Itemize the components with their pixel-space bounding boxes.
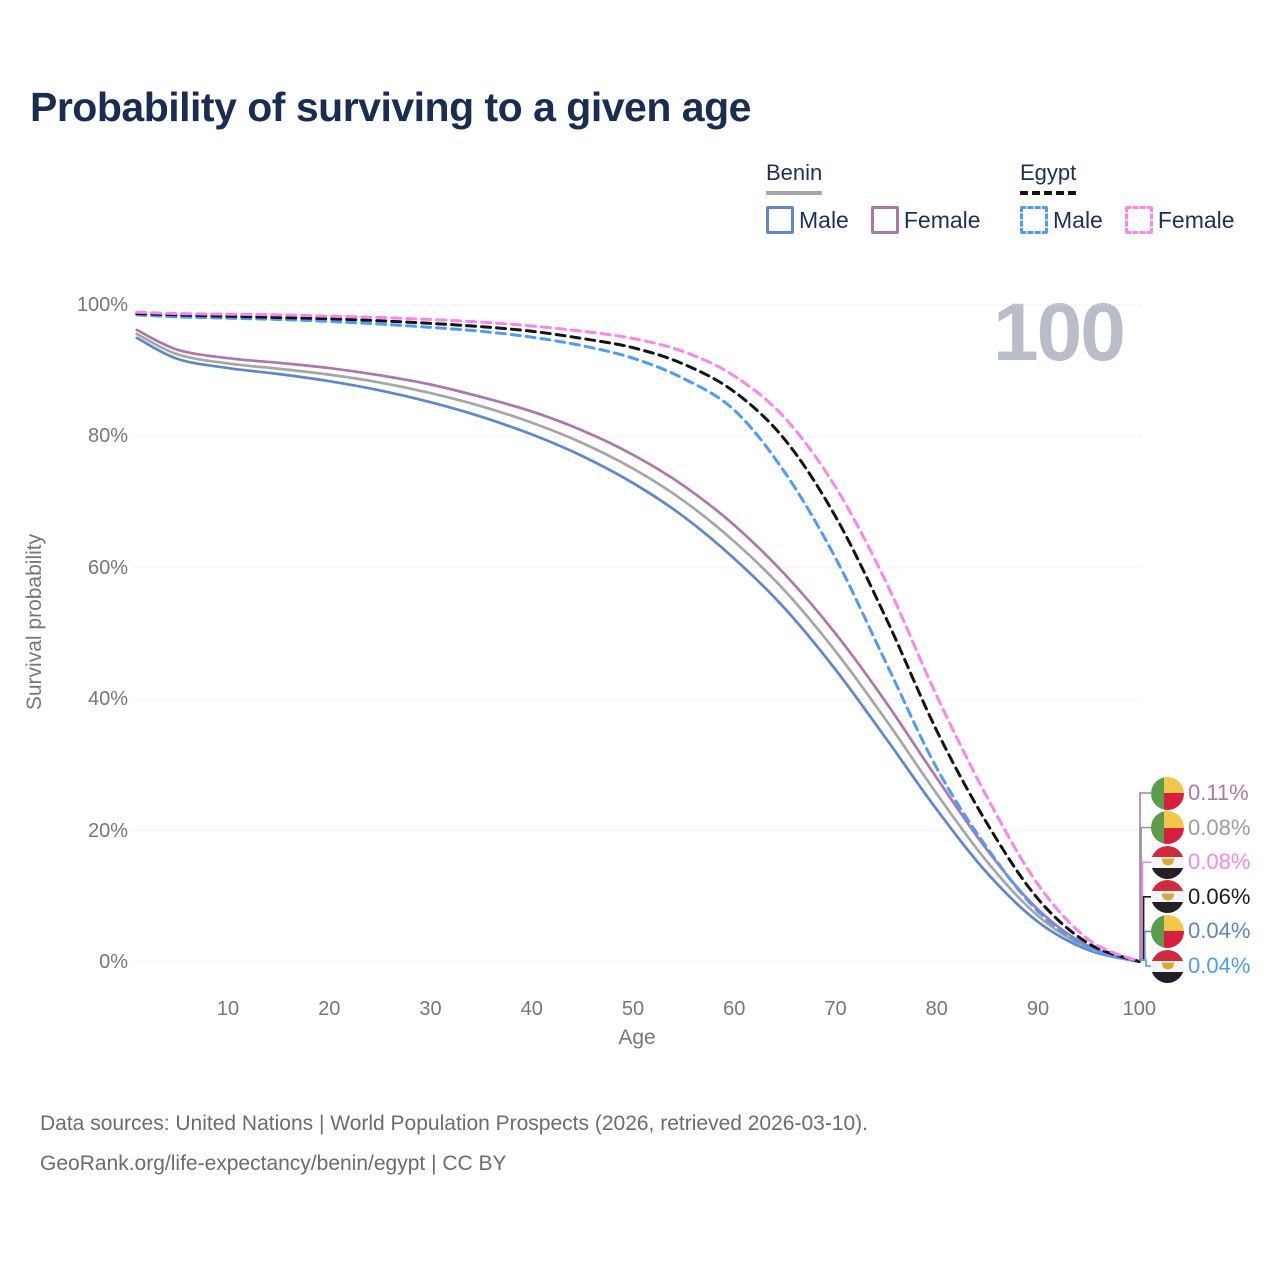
egypt-underline — [1020, 191, 1077, 195]
benin-female-label: Female — [903, 206, 981, 233]
x-tick-label: 70 — [824, 998, 847, 1020]
end-label-value: 0.08% — [1188, 849, 1251, 875]
x-tick-label: 60 — [723, 998, 746, 1020]
legend-egypt-header: Egypt — [1020, 160, 1077, 195]
egypt-male-swatch — [1020, 206, 1048, 234]
x-tick-label: 90 — [1026, 998, 1050, 1020]
legend-group-benin: Benin Male Female — [766, 160, 981, 234]
legend-item-benin-male[interactable]: Male — [766, 206, 849, 234]
legend-group-egypt: Egypt Male Female — [1020, 160, 1235, 234]
series-curve-benin-both-sexes[interactable] — [135, 332, 1141, 963]
end-label-value: 0.11% — [1188, 780, 1249, 805]
x-tick-label: 30 — [419, 998, 442, 1020]
y-tick-label: 20% — [87, 819, 128, 842]
x-tick-label: 100 — [1122, 998, 1156, 1020]
series-curve-egypt-both-sexes[interactable] — [135, 312, 1141, 964]
legend-egypt-label: Egypt — [1020, 160, 1077, 185]
end-label-value: 0.06% — [1188, 883, 1251, 909]
x-tick-label: 80 — [925, 998, 948, 1020]
benin-male-label: Male — [799, 206, 849, 233]
y-axis-title: Survival probability — [23, 533, 46, 711]
benin-underline — [766, 191, 823, 195]
legend-item-egypt-female[interactable]: Female — [1124, 206, 1235, 234]
end-label-connector — [1139, 959, 1151, 967]
legend-item-benin-female[interactable]: Female — [870, 206, 981, 234]
end-label-row: 0.06% — [1151, 880, 1251, 914]
benin-flag-icon — [1151, 811, 1184, 845]
egypt-flag-icon — [1151, 845, 1184, 879]
end-label-value: 0.08% — [1188, 814, 1251, 840]
egypt-male-label: Male — [1053, 206, 1103, 233]
attribution-line: GeoRank.org/life-expectancy/benin/egypt … — [40, 1152, 507, 1175]
legend-benin-label: Benin — [766, 160, 823, 185]
y-tick-label: 60% — [87, 556, 128, 579]
end-label-row: 0.04% — [1151, 914, 1251, 948]
y-tick-label: 0% — [99, 951, 128, 973]
series-curve-egypt-male[interactable] — [135, 313, 1141, 964]
end-label-value: 0.04% — [1188, 953, 1251, 978]
data-sources-line: Data sources: United Nations | World Pop… — [40, 1112, 869, 1135]
benin-flag-icon — [1151, 914, 1184, 948]
legend-benin-header: Benin — [766, 160, 823, 195]
series-curve-benin-male[interactable] — [135, 336, 1141, 964]
x-axis-title: Age — [618, 1026, 656, 1049]
end-label-row: 0.08% — [1151, 811, 1251, 845]
chart-title: Probability of surviving to a given age — [30, 84, 751, 130]
end-label-row: 0.11% — [1151, 776, 1249, 810]
series-curve-egypt-female[interactable] — [135, 310, 1141, 963]
benin-flag-icon — [1151, 776, 1184, 810]
egypt-flag-icon — [1151, 949, 1184, 983]
x-tick-label: 20 — [318, 998, 341, 1020]
end-label-row: 0.08% — [1151, 845, 1251, 879]
egypt-flag-icon — [1151, 880, 1184, 914]
end-label-row: 0.04% — [1151, 949, 1251, 983]
egypt-female-label: Female — [1157, 206, 1235, 233]
x-tick-label: 40 — [520, 998, 543, 1020]
footer: Data sources: United Nations | World Pop… — [40, 1104, 868, 1184]
x-tick-label: 50 — [621, 998, 645, 1020]
egypt-female-swatch — [1124, 206, 1153, 234]
legend-item-egypt-male[interactable]: Male — [1020, 206, 1103, 234]
benin-male-swatch — [766, 206, 794, 234]
series-curve-benin-female[interactable] — [135, 328, 1141, 963]
y-tick-label: 100% — [76, 294, 128, 316]
end-label-value: 0.04% — [1188, 918, 1251, 944]
y-tick-label: 80% — [87, 425, 128, 448]
x-tick-label: 10 — [216, 998, 240, 1020]
benin-female-swatch — [870, 206, 899, 234]
y-tick-label: 40% — [87, 688, 128, 711]
